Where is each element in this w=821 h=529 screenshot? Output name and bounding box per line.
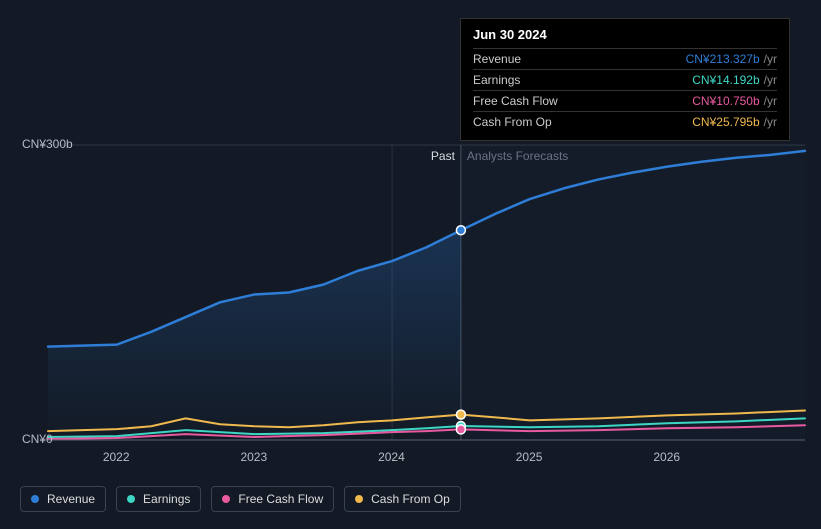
legend-label: Earnings: [143, 492, 190, 506]
legend-dot-icon: [355, 495, 363, 503]
x-axis-label: 2022: [103, 450, 130, 464]
x-axis-label: 2025: [516, 450, 543, 464]
legend-item[interactable]: Earnings: [116, 486, 201, 512]
y-axis-label: CN¥300b: [22, 137, 73, 151]
legend-dot-icon: [222, 495, 230, 503]
legend-dot-icon: [127, 495, 135, 503]
region-label-past: Past: [431, 149, 455, 163]
legend-dot-icon: [31, 495, 39, 503]
chart-legend: Revenue Earnings Free Cash Flow Cash From O…: [20, 486, 461, 512]
x-axis-label: 2023: [240, 450, 267, 464]
legend-item[interactable]: Free Cash Flow: [211, 486, 334, 512]
legend-label: Revenue: [47, 492, 95, 506]
legend-item[interactable]: Revenue: [20, 486, 106, 512]
x-axis-label: 2026: [653, 450, 680, 464]
tooltip-row: Cash From Op CN¥25.795b/yr: [473, 111, 777, 132]
tooltip-row-label: Free Cash Flow: [473, 94, 558, 108]
tooltip-title: Jun 30 2024: [473, 27, 777, 48]
tooltip-row-label: Earnings: [473, 73, 520, 87]
tooltip-row-unit: /yr: [764, 52, 777, 66]
tooltip-row-unit: /yr: [764, 115, 777, 129]
region-label-forecast: Analysts Forecasts: [467, 149, 568, 163]
tooltip-row-unit: /yr: [764, 73, 777, 87]
tooltip-row: Free Cash Flow CN¥10.750b/yr: [473, 90, 777, 111]
chart-tooltip: Jun 30 2024 RevenueCN¥213.327b/yrEarning…: [460, 18, 790, 141]
legend-item[interactable]: Cash From Op: [344, 486, 461, 512]
tooltip-row-value: CN¥213.327b: [686, 52, 760, 66]
tooltip-row-value: CN¥10.750b: [692, 94, 759, 108]
tooltip-row-unit: /yr: [764, 94, 777, 108]
tooltip-row: Revenue CN¥213.327b/yr: [473, 48, 777, 69]
financials-chart: CN¥0 CN¥300b 2022 2023 2024 2025 2026 Past An…: [0, 0, 821, 524]
tooltip-row-value: CN¥25.795b: [692, 115, 759, 129]
y-axis-label: CN¥0: [22, 432, 53, 446]
legend-label: Cash From Op: [371, 492, 450, 506]
legend-label: Free Cash Flow: [238, 492, 323, 506]
tooltip-row: Earnings CN¥14.192b/yr: [473, 69, 777, 90]
tooltip-row-value: CN¥14.192b: [692, 73, 759, 87]
tooltip-row-label: Cash From Op: [473, 115, 552, 129]
tooltip-row-label: Revenue: [473, 52, 521, 66]
x-axis-label: 2024: [378, 450, 405, 464]
